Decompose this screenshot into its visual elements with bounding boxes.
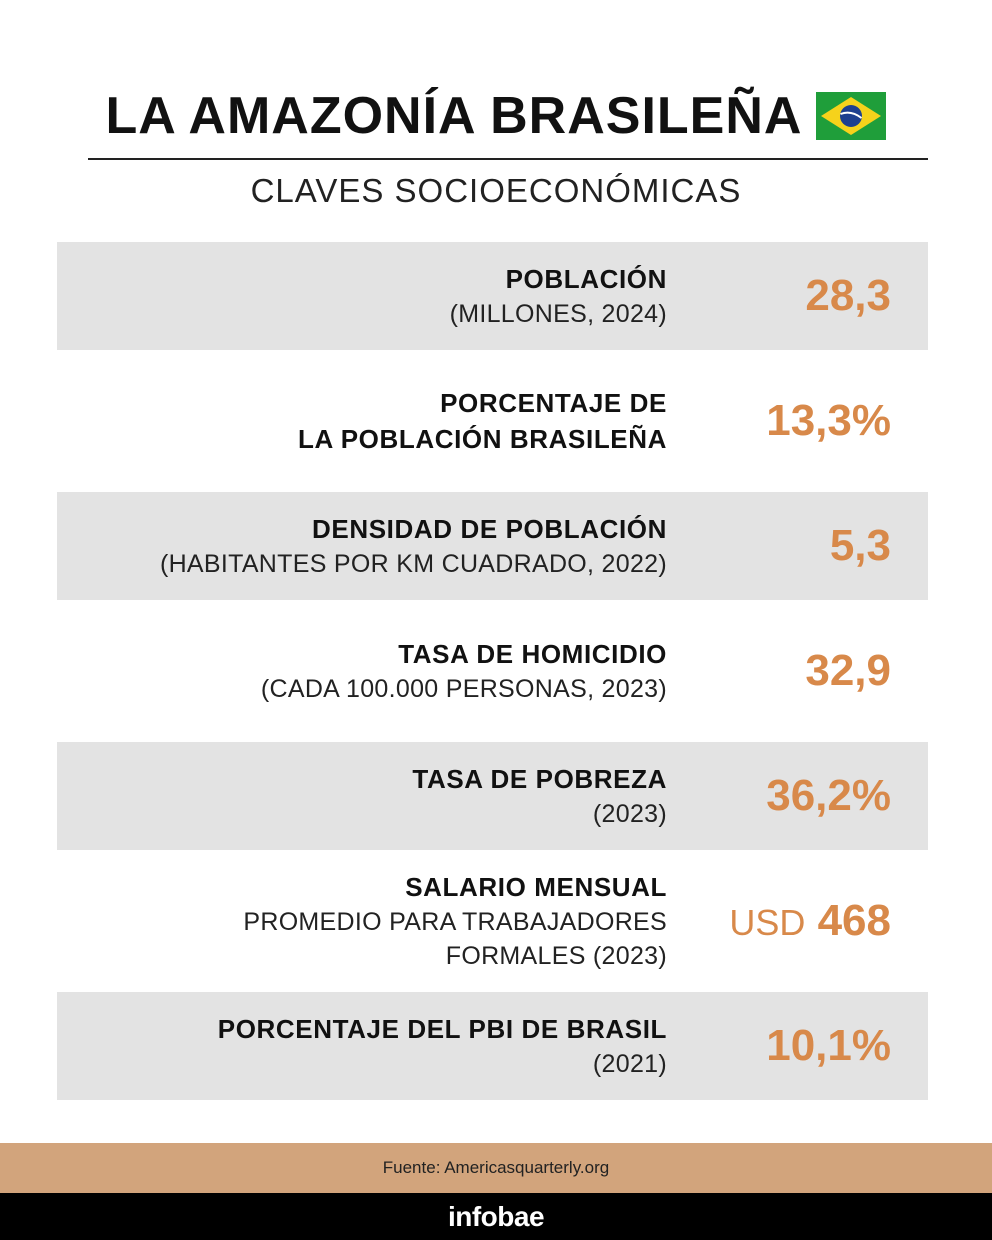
stat-label: SALARIO MENSUAL [405,872,667,902]
stat-unit: USD [729,902,806,943]
stat-sublabel: (MILLONES, 2024) [449,300,667,328]
stat-value-block: 32,9 [667,646,891,696]
source: Fuente: Americasquarterly.org [0,1143,992,1193]
stat-labels: PORCENTAJE DEL PBI DE BRASIL (2021) [57,1011,667,1081]
stat-sublabel: (2021) [592,1050,667,1078]
stat-labels: POBLACIÓN (MILLONES, 2024) [57,261,667,331]
stat-value-block: 10,1% [667,1021,891,1071]
stat-value: 32,9 [805,646,891,695]
stat-sublabel: (2023) [592,800,667,828]
stat-label: PORCENTAJE DEL PBI DE BRASIL [217,1014,667,1044]
title-block: LA AMAZONÍA BRASILEÑA [0,86,992,146]
stat-row: POBLACIÓN (MILLONES, 2024) 28,3 [57,242,928,350]
title: LA AMAZONÍA BRASILEÑA [105,87,803,145]
stat-sublabel: (HABITANTES POR KM CUADRADO, 2022) [159,550,667,578]
stat-sublabel: PROMEDIO PARA TRABAJADORES [243,908,667,936]
stat-labels: SALARIO MENSUAL PROMEDIO PARA TRABAJADORE… [57,869,667,973]
stat-value: 10,1% [766,1021,891,1070]
stat-labels: DENSIDAD DE POBLACIÓN (HABITANTES POR KM … [57,511,667,581]
stat-value-block: 5,3 [667,521,891,571]
stat-value: 28,3 [805,271,891,320]
stat-labels: TASA DE POBREZA (2023) [57,761,667,831]
brand: infobae [0,1193,992,1240]
stat-row: DENSIDAD DE POBLACIÓN (HABITANTES POR KM … [57,492,928,600]
subtitle: CLAVES SOCIOECONÓMICAS [250,172,742,209]
stat-value: 13,3% [766,396,891,445]
stat-row: SALARIO MENSUAL PROMEDIO PARA TRABAJADORE… [57,850,928,992]
stat-value-block: 28,3 [667,271,891,321]
rows: POBLACIÓN (MILLONES, 2024) 28,3 PORCENTAJE … [57,242,928,1100]
stat-row: PORCENTAJE DE LA POBLACIÓN BRASILEÑA 13,3% [57,350,928,492]
title-rule [88,158,928,160]
stat-value-block: USD 468 [667,896,891,946]
stat-value: 468 [817,896,891,945]
brazil-flag [816,92,887,140]
stat-value-block: 36,2% [667,771,891,821]
stat-labels: PORCENTAJE DE LA POBLACIÓN BRASILEÑA [57,385,667,457]
stat-value: 36,2% [766,771,891,820]
stat-label: TASA DE HOMICIDIO [398,639,667,669]
stat-row: TASA DE POBREZA (2023) 36,2% [57,742,928,850]
stat-row: PORCENTAJE DEL PBI DE BRASIL (2021) 10,1% [57,992,928,1100]
stat-sublabel: (CADA 100.000 PERSONAS, 2023) [260,675,667,703]
stat-label: POBLACIÓN [505,264,667,294]
stat-label: DENSIDAD DE POBLACIÓN [312,514,667,544]
stat-value-block: 13,3% [667,396,891,446]
stat-value: 5,3 [829,521,891,570]
stat-label: TASA DE POBREZA [412,764,667,794]
stat-label: PORCENTAJE DE [440,388,667,418]
stat-row: TASA DE HOMICIDIO (CADA 100.000 PERSONAS,… [57,600,928,742]
stat-labels: TASA DE HOMICIDIO (CADA 100.000 PERSONAS,… [57,636,667,706]
stat-label: LA POBLACIÓN BRASILEÑA [297,424,667,454]
stat-sublabel: FORMALES (2023) [445,942,667,970]
